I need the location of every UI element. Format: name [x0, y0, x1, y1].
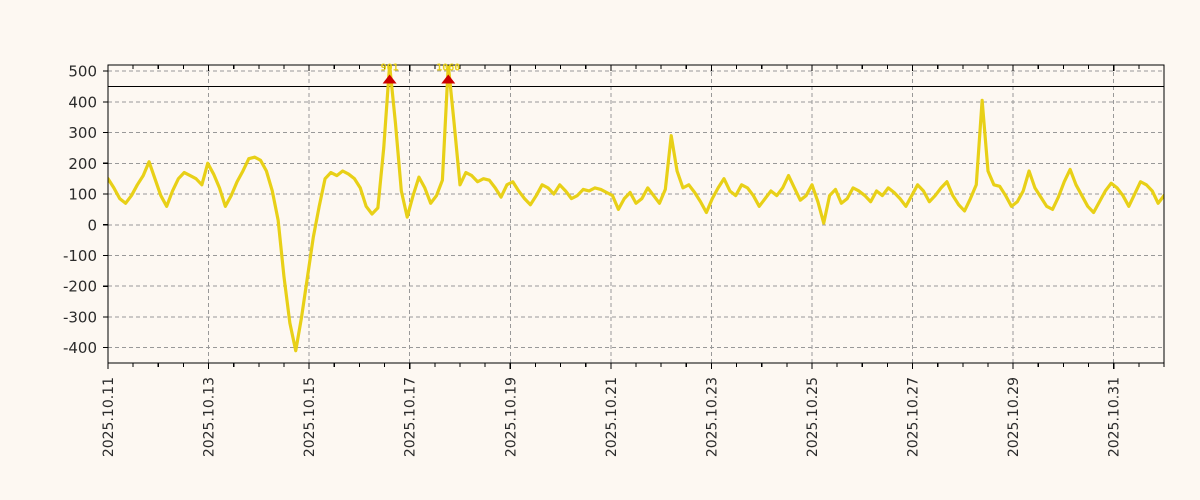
- x-tick-label: 2025.10.31: [1107, 377, 1123, 457]
- axis-ticks: [103, 65, 1165, 369]
- x-tick-label: 2025.10.13: [202, 377, 218, 457]
- y-tick-label: 100: [68, 186, 97, 204]
- x-tick-label: 2025.10.29: [1006, 377, 1022, 457]
- x-tick-label: 2025.10.19: [503, 377, 519, 457]
- y-tick-label: -400: [63, 339, 97, 357]
- y-axis-labels: 500 400 300 200 100 0 -100 -200 -300 -400: [63, 63, 97, 357]
- data-series: [108, 65, 1164, 353]
- x-tick-label: 2025.10.21: [604, 377, 620, 457]
- y-tick-label: -300: [63, 308, 97, 326]
- x-tick-label: 2025.10.17: [403, 377, 419, 457]
- peak-markers: 901 1060: [381, 63, 460, 84]
- x-tick-label: 2025.10.15: [302, 377, 318, 457]
- y-tick-label: 0: [87, 216, 97, 234]
- peak-marker-label: 901: [381, 63, 399, 74]
- peak-marker-triangle: [441, 74, 456, 84]
- peak-marker-triangle: [382, 74, 397, 84]
- y-tick-label: 400: [68, 93, 97, 111]
- y-tick-label: 200: [68, 155, 97, 173]
- peak-marker-label: 1060: [436, 63, 460, 74]
- y-tick-label: -200: [63, 278, 97, 296]
- y-tick-label: -100: [63, 247, 97, 265]
- x-tick-label: 2025.10.27: [906, 377, 922, 457]
- x-axis-labels: 2025.10.11 2025.10.13 2025.10.15 2025.10.17…: [101, 377, 1123, 457]
- x-tick-label: 2025.10.11: [101, 377, 117, 457]
- x-tick-label: 2025.10.25: [805, 377, 821, 457]
- x-tick-label: 2025.10.23: [704, 377, 720, 457]
- y-tick-label: 500: [68, 63, 97, 81]
- y-tick-label: 300: [68, 124, 97, 142]
